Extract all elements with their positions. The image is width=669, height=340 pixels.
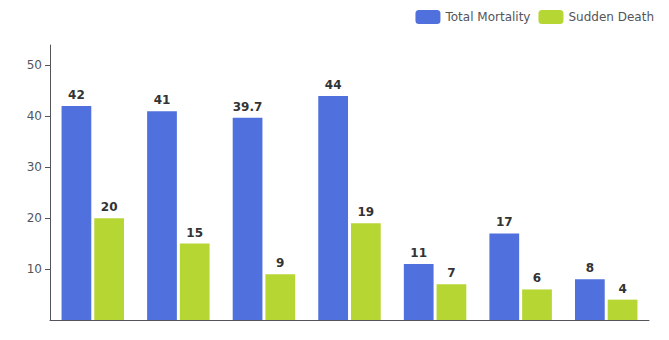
svg-text:40: 40 — [27, 109, 42, 123]
svg-text:Total Mortality: Total Mortality — [444, 10, 530, 24]
svg-text:4: 4 — [618, 282, 626, 296]
svg-text:50: 50 — [27, 58, 42, 72]
svg-text:30: 30 — [27, 160, 42, 174]
svg-text:41: 41 — [154, 93, 171, 107]
svg-text:6: 6 — [533, 271, 541, 285]
svg-text:Sudden Death: Sudden Death — [568, 10, 654, 24]
svg-text:15: 15 — [186, 226, 203, 240]
svg-text:11: 11 — [410, 246, 427, 260]
svg-text:20: 20 — [101, 200, 118, 214]
svg-text:39.7: 39.7 — [233, 100, 263, 114]
svg-text:9: 9 — [276, 256, 284, 270]
svg-text:19: 19 — [358, 205, 375, 219]
svg-text:7: 7 — [447, 266, 455, 280]
svg-text:44: 44 — [325, 78, 342, 92]
svg-text:20: 20 — [27, 211, 42, 225]
svg-text:10: 10 — [27, 262, 42, 276]
svg-text:8: 8 — [586, 261, 594, 275]
svg-text:17: 17 — [496, 215, 513, 229]
svg-text:42: 42 — [68, 88, 85, 102]
